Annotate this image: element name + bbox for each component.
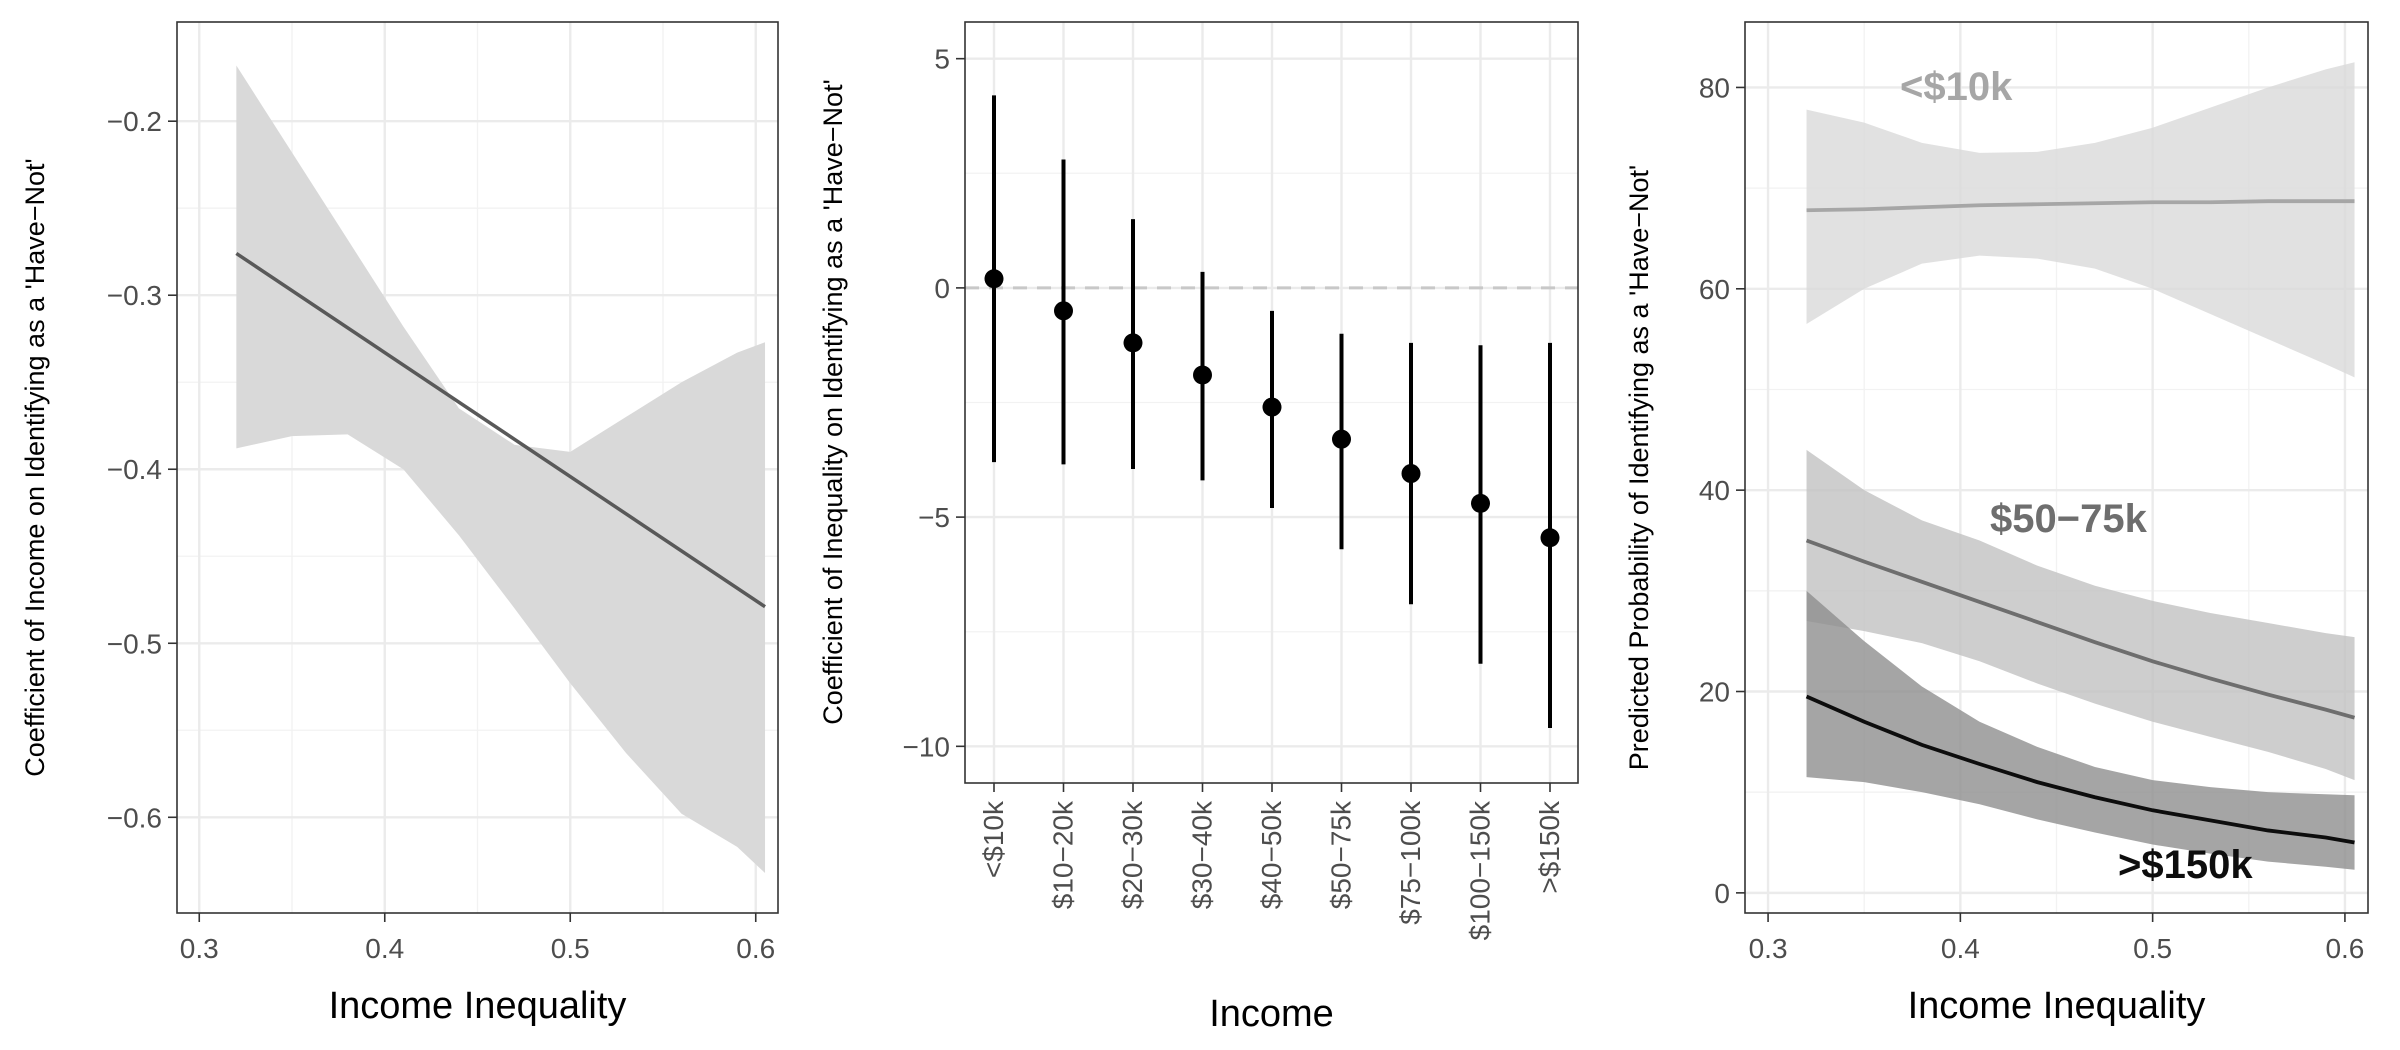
x-tick-label: $10−20k — [1048, 800, 1079, 909]
x-tick-label: 0.3 — [180, 933, 219, 964]
x-tick-label: $30−40k — [1187, 800, 1218, 909]
y-tick-label: 5 — [934, 44, 950, 75]
y-tick-label: −0.2 — [107, 106, 162, 137]
y-tick-label: 40 — [1699, 475, 1730, 506]
right-panel: <$10k $50−75k >$150k 0.3 0.4 0.5 0.6 0 20 40 60 80 I… — [1624, 21, 2369, 1027]
x-axis-title: Income Inequality — [329, 985, 627, 1027]
prediction-line — [1805, 538, 2356, 720]
prediction-line — [1805, 694, 2355, 845]
y-tick-label: 0 — [934, 273, 950, 304]
x-tick-label: 0.5 — [2133, 933, 2172, 964]
x-tick-label: 0.6 — [2325, 933, 2364, 964]
x-tick-label: 0.4 — [365, 933, 404, 964]
estimate-point — [1262, 397, 1282, 417]
series-label: $50−75k — [1990, 497, 2148, 541]
y-tick-label: −0.6 — [107, 802, 162, 833]
left-panel: 0.3 0.4 0.5 0.6 −0.6 −0.5 −0.4 −0.3 −0.2 Income I… — [20, 21, 779, 1027]
x-axis-title: Income — [1209, 993, 1334, 1035]
x-tick-label: $40−50k — [1256, 800, 1287, 909]
prediction-line — [1806, 199, 2355, 213]
estimate-point — [1471, 493, 1490, 513]
estimate-point — [1123, 333, 1143, 353]
y-axis-title: Coefficient of Inequality on Identifying… — [818, 79, 848, 724]
y-tick-label: 0 — [1714, 878, 1730, 909]
estimate-point — [1332, 429, 1351, 449]
estimate-point — [1401, 464, 1421, 484]
y-axis-title: Coefficient of Income on Identifying as … — [20, 158, 50, 776]
x-tick-label: $75−100k — [1395, 800, 1426, 925]
x-tick-label: $50−75k — [1326, 800, 1357, 909]
y-tick-label: −5 — [918, 502, 950, 533]
y-tick-label: 20 — [1699, 677, 1730, 708]
x-tick-label: >$150k — [1534, 800, 1565, 894]
y-tick-label: 80 — [1699, 72, 1730, 103]
panel-frame — [176, 21, 779, 914]
confidence-ribbon — [1806, 449, 2355, 781]
y-tick-label: −10 — [903, 731, 951, 762]
regression-line — [235, 251, 766, 609]
x-tick-label: 0.6 — [736, 933, 775, 964]
x-tick-label: 0.5 — [551, 933, 590, 964]
y-tick-label: 60 — [1699, 274, 1730, 305]
confidence-ribbon — [1806, 590, 2355, 870]
x-tick-label: 0.4 — [1941, 933, 1980, 964]
y-tick-label: −0.4 — [107, 454, 162, 485]
y-axis-title: Predicted Probability of Identifying as … — [1624, 165, 1654, 770]
y-tick-label: −0.3 — [107, 280, 162, 311]
x-tick-label: 0.3 — [1749, 933, 1788, 964]
panel-frame — [1744, 21, 2369, 914]
series-label: >$150k — [2118, 843, 2253, 887]
x-axis-title: Income Inequality — [1908, 985, 2206, 1027]
confidence-ribbon — [1806, 62, 2355, 378]
y-tick-label: −0.5 — [107, 628, 162, 659]
estimate-point — [1193, 365, 1212, 385]
x-tick-label: $20−30k — [1117, 800, 1148, 909]
estimate-point — [1540, 528, 1560, 548]
x-tick-label: $100−150k — [1465, 800, 1496, 940]
series-label: <$10k — [1900, 65, 2013, 109]
middle-panel: −10 −5 0 5 <$10k $10−20k $20−30k $30−40k $40−50k… — [818, 21, 1579, 1035]
estimate-point — [1054, 301, 1073, 321]
confidence-ribbon — [236, 65, 766, 873]
x-tick-label: <$10k — [978, 800, 1009, 878]
estimate-point — [984, 269, 1004, 289]
